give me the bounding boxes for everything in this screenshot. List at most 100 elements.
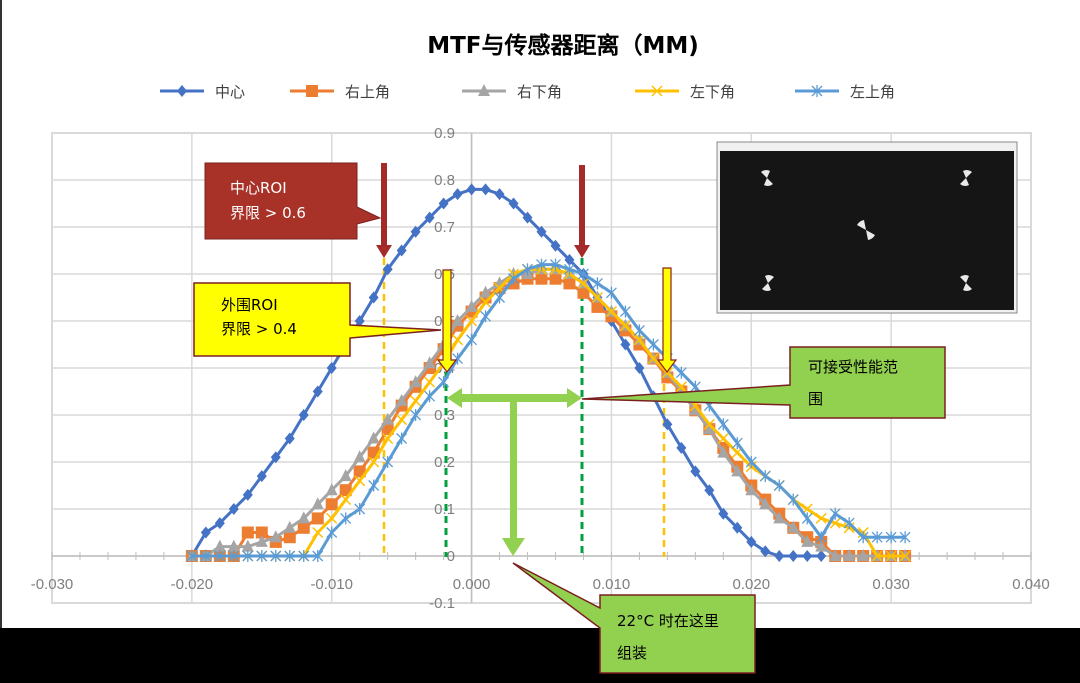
assembly-point-label-line2: 组装	[617, 644, 647, 662]
target-icon	[761, 170, 773, 186]
outer-roi-limit: 界限 > 0.4	[221, 320, 297, 338]
data-point	[522, 263, 533, 276]
data-point	[689, 403, 702, 416]
data-point	[438, 197, 449, 210]
data-point	[367, 431, 380, 444]
data-point	[326, 362, 337, 374]
data-point	[731, 464, 744, 477]
legend-label: 左下角	[690, 83, 735, 101]
legend-item: 右上角	[290, 83, 390, 101]
data-point	[200, 550, 212, 562]
y-tick-label: 0.9	[434, 125, 455, 142]
data-point	[760, 545, 771, 558]
legend: 中心 右上角 右下角 左下角 左上角	[160, 83, 895, 101]
data-point	[452, 188, 463, 201]
data-point	[466, 315, 478, 327]
data-point	[312, 550, 324, 562]
data-point	[549, 272, 562, 285]
data-point	[325, 498, 338, 511]
data-point	[396, 432, 408, 445]
data-point	[478, 84, 490, 96]
data-point	[466, 333, 478, 346]
data-point	[255, 526, 268, 539]
x-tick-label: -0.010	[310, 576, 353, 593]
series-line	[191, 263, 906, 558]
data-point	[256, 550, 268, 562]
data-point	[857, 531, 869, 544]
x-tick-label: 0.020	[733, 576, 771, 593]
data-point	[311, 512, 324, 525]
bottom-black-band	[0, 628, 1080, 683]
data-point	[451, 314, 464, 326]
data-point	[340, 512, 352, 525]
assembly-point-callout: 22°C 时在这里 组装	[512, 562, 756, 674]
data-point	[297, 521, 310, 534]
data-point	[885, 550, 897, 562]
data-point	[298, 409, 309, 421]
target-icon	[960, 275, 972, 291]
data-point	[177, 85, 187, 97]
data-point	[745, 483, 758, 496]
data-point	[228, 503, 239, 515]
data-point	[661, 367, 673, 379]
data-point	[339, 469, 352, 482]
data-point	[871, 531, 883, 544]
data-point	[396, 244, 407, 257]
data-point	[651, 85, 663, 97]
data-point	[297, 511, 310, 524]
data-point	[283, 531, 296, 544]
inset-image	[720, 151, 1014, 310]
data-point	[396, 414, 408, 426]
data-point	[774, 550, 785, 562]
data-point	[536, 225, 547, 238]
data-point	[241, 526, 254, 539]
sensor-image-inset	[716, 141, 1018, 314]
legend-label: 右上角	[345, 83, 390, 101]
data-point	[410, 225, 421, 238]
data-point	[703, 418, 715, 430]
data-point	[550, 239, 561, 252]
data-point	[494, 188, 505, 201]
legend-label: 左上角	[850, 83, 895, 101]
data-point	[535, 272, 548, 285]
data-point	[718, 507, 729, 520]
data-point	[717, 432, 729, 445]
data-point	[284, 550, 296, 562]
data-point	[228, 550, 240, 562]
data-point	[843, 549, 856, 561]
data-point	[675, 381, 687, 393]
acceptable-range-callout: 可接受性能范 围	[581, 346, 946, 419]
red-arrow-left	[376, 163, 392, 258]
data-point	[731, 437, 743, 450]
y-tick-label: 0.7	[434, 219, 455, 236]
data-point	[605, 306, 617, 318]
legend-item: 左下角	[635, 83, 735, 101]
mtf-targets	[761, 170, 972, 291]
data-point	[298, 550, 310, 562]
data-point	[409, 375, 422, 388]
yellow-arrow-right	[656, 267, 678, 373]
outer-roi-label: 外围ROI	[221, 296, 278, 314]
x-tick-label: 0.010	[593, 576, 631, 593]
data-point	[227, 539, 240, 552]
chart-background	[0, 0, 1080, 628]
y-tick-label: 0.3	[434, 407, 455, 424]
data-point	[591, 291, 603, 304]
data-point	[312, 526, 324, 539]
data-point	[690, 465, 701, 478]
data-point	[214, 550, 226, 562]
x-tick-label: -0.020	[171, 576, 214, 593]
data-point	[270, 451, 281, 464]
series-diamond	[186, 183, 827, 562]
data-point	[633, 324, 645, 337]
data-point	[829, 507, 841, 520]
data-point	[480, 310, 492, 323]
acceptable-range-double-arrow	[447, 388, 582, 556]
data-point	[577, 286, 590, 299]
data-point	[788, 550, 799, 562]
data-point	[634, 362, 645, 374]
data-point	[480, 183, 491, 196]
data-point	[326, 512, 338, 524]
center-roi-callout: 中心ROI 界限 > 0.6	[204, 162, 382, 240]
data-point	[815, 512, 827, 524]
